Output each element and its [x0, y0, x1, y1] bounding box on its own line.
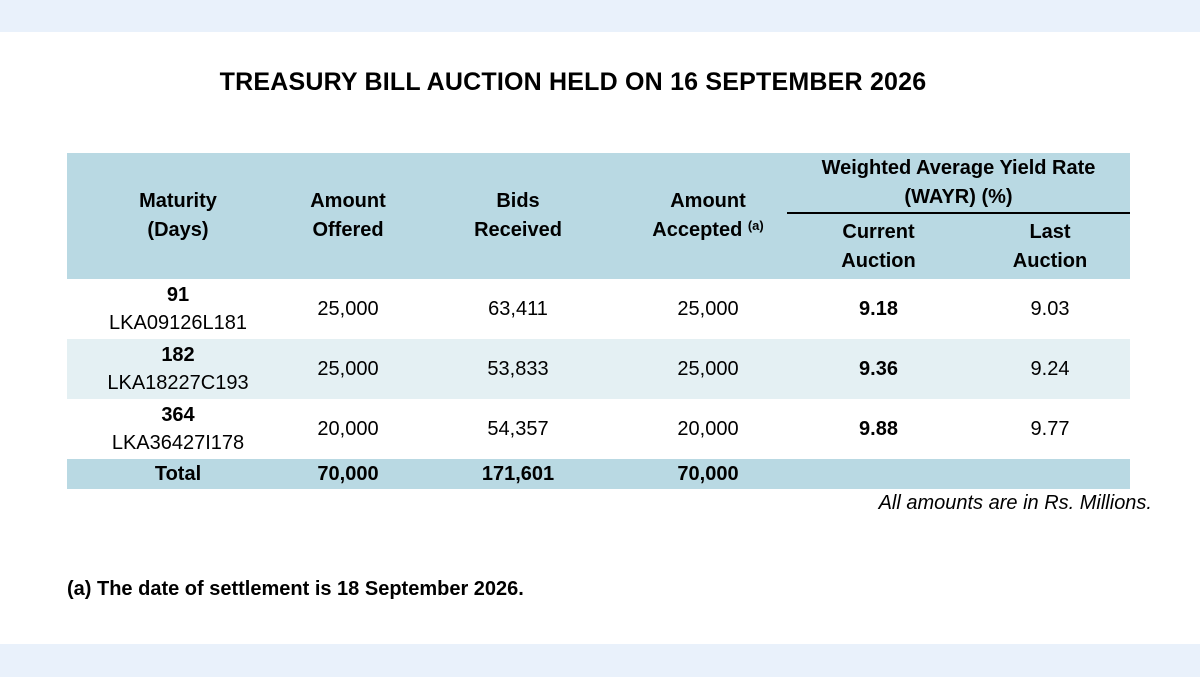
- table-row: 182 LKA18227C193 25,000 53,833 25,000 9.3…: [67, 339, 1131, 399]
- last-wayr-cell: 9.03: [1030, 298, 1070, 320]
- total-bids: 171,601: [407, 459, 629, 489]
- bids-cell: 63,411: [488, 298, 548, 320]
- total-empty-cell: [970, 459, 1131, 489]
- header-wayr-group: Weighted Average Yield Rate (WAYR) (%): [787, 153, 1131, 214]
- settlement-footnote: (a) The date of settlement is 18 Septemb…: [67, 578, 524, 600]
- accepted-cell: 25,000: [629, 339, 787, 399]
- last-wayr-cell: 9.24: [970, 339, 1131, 399]
- maturity-cell: 364 LKA36427I178: [111, 404, 245, 454]
- current-wayr-cell: 9.18: [859, 298, 898, 320]
- offered-cell: 25,000: [317, 298, 379, 320]
- header-amount-offered: Amount Offered: [289, 153, 407, 279]
- footnote-marker: (a): [747, 217, 764, 233]
- current-wayr-cell: 9.36: [787, 339, 970, 399]
- maturity-cell: 91 LKA09126L181: [109, 284, 247, 334]
- offered-cell: 20,000: [317, 418, 379, 440]
- header-last-auction: Last Auction: [970, 213, 1131, 279]
- table-row: 91 LKA09126L181 25,000 63,411 25,000 9.18…: [67, 279, 1130, 339]
- total-label: Total: [67, 459, 289, 489]
- accepted-cell: 20,000: [677, 418, 739, 440]
- header-maturity: Maturity (Days): [67, 153, 289, 279]
- header-bids-received: Bids Received: [407, 153, 629, 279]
- accepted-cell: 25,000: [677, 298, 739, 320]
- header-current-auction: Current Auction: [787, 213, 970, 279]
- total-row: Total 70,000 171,601 70,000: [67, 459, 1131, 489]
- current-wayr-cell: 9.88: [859, 418, 898, 440]
- header-amount-accepted: Amount Accepted (a): [629, 153, 787, 279]
- total-offered: 70,000: [289, 459, 407, 489]
- total-empty-cell: [787, 459, 970, 489]
- amounts-note: All amounts are in Rs. Millions.: [878, 492, 1152, 514]
- offered-cell: 25,000: [289, 339, 407, 399]
- maturity-cell: 182 LKA18227C193: [67, 339, 289, 399]
- last-wayr-cell: 9.77: [1030, 418, 1070, 440]
- table-row: 364 LKA36427I178 20,000 54,357 20,000 9.8…: [67, 399, 1130, 459]
- total-accepted: 70,000: [629, 459, 787, 489]
- page-title: TREASURY BILL AUCTION HELD ON 16 SEPTEMB…: [219, 68, 927, 96]
- auction-table: Maturity (Days) Amount Offered Bids Receive…: [67, 153, 1131, 489]
- bids-cell: 54,357: [487, 418, 549, 440]
- bids-cell: 53,833: [407, 339, 629, 399]
- document-page: TREASURY BILL AUCTION HELD ON 16 SEPTEMB…: [0, 32, 1200, 644]
